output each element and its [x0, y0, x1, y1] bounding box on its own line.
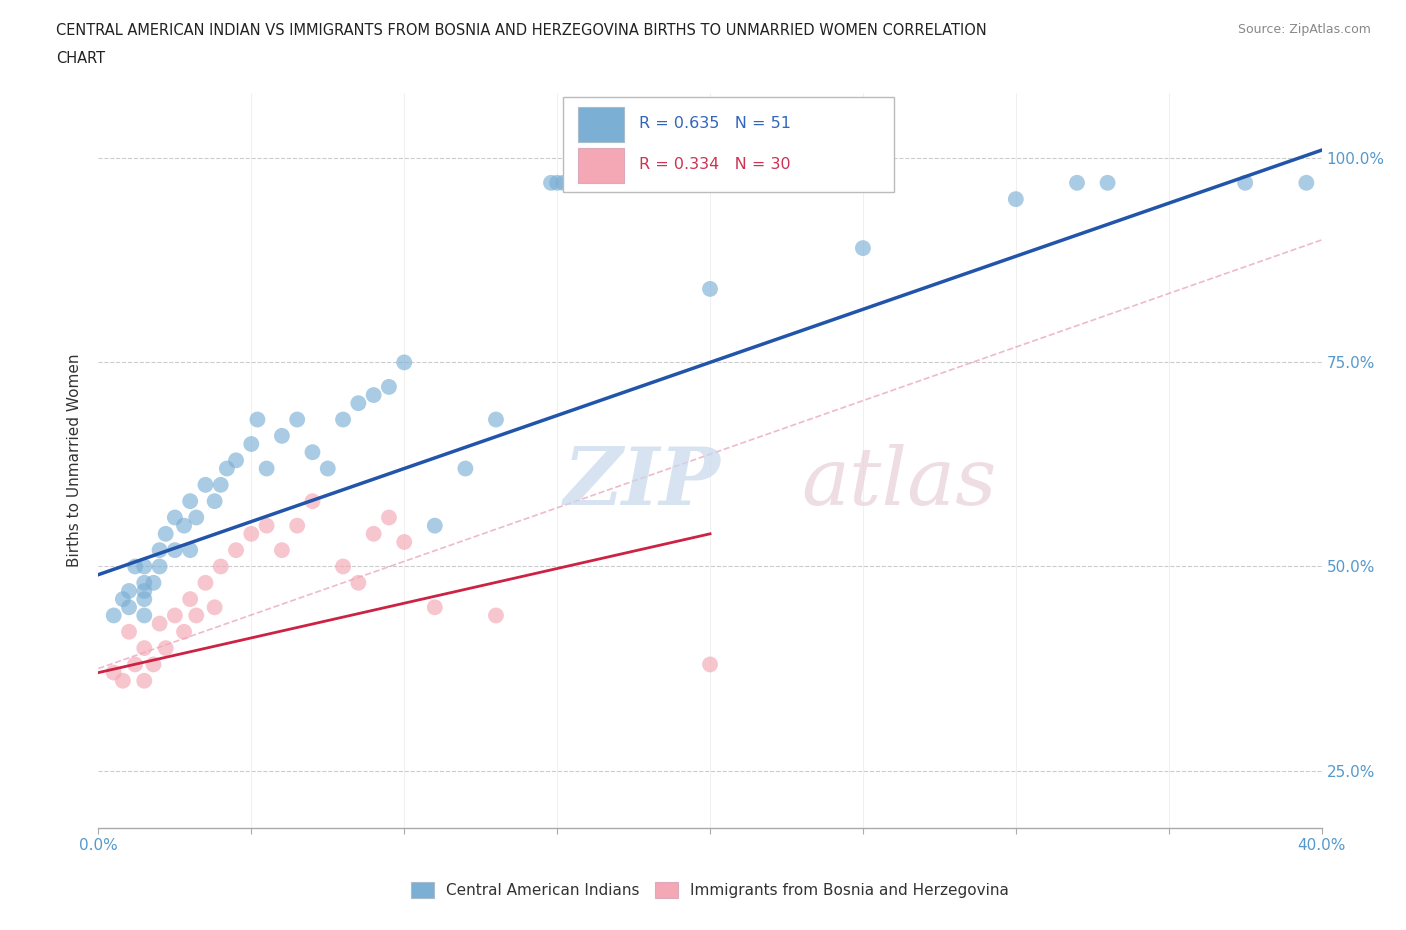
Point — [485, 608, 508, 623]
Point — [256, 461, 278, 476]
Point — [1066, 176, 1088, 191]
Bar — [578, 107, 624, 142]
Point — [240, 526, 263, 541]
Bar — [578, 148, 624, 183]
Point — [347, 396, 370, 411]
Point — [149, 559, 172, 574]
Point — [173, 624, 195, 639]
Point — [256, 518, 278, 533]
Text: R = 0.635   N = 51: R = 0.635 N = 51 — [640, 115, 792, 130]
Point — [423, 600, 446, 615]
Point — [225, 543, 247, 558]
Text: R = 0.334   N = 30: R = 0.334 N = 30 — [640, 157, 790, 172]
Point — [316, 461, 339, 476]
Point — [225, 453, 247, 468]
Point — [240, 436, 263, 451]
Point — [186, 608, 208, 623]
Point — [546, 176, 568, 191]
Point — [285, 518, 308, 533]
Text: Source: ZipAtlas.com: Source: ZipAtlas.com — [1237, 23, 1371, 36]
Point — [553, 176, 575, 191]
Point — [111, 591, 134, 606]
Point — [103, 608, 125, 623]
Point — [1234, 176, 1257, 191]
Point — [163, 608, 186, 623]
Point — [194, 576, 217, 591]
Point — [155, 641, 177, 656]
Point — [347, 576, 370, 591]
Point — [699, 657, 721, 671]
Point — [215, 461, 238, 476]
Point — [149, 543, 172, 558]
Point — [540, 176, 562, 191]
Point — [163, 510, 186, 525]
Point — [155, 526, 177, 541]
Point — [392, 535, 416, 550]
Text: ZIP: ZIP — [564, 444, 720, 521]
Point — [204, 494, 226, 509]
Point — [179, 543, 201, 558]
Point — [134, 591, 156, 606]
Point — [1295, 176, 1317, 191]
Point — [561, 176, 583, 191]
Point — [142, 657, 165, 671]
Point — [134, 583, 156, 598]
Point — [204, 600, 226, 615]
Y-axis label: Births to Unmarried Women: Births to Unmarried Women — [67, 353, 83, 567]
FancyBboxPatch shape — [564, 97, 894, 193]
Point — [270, 543, 292, 558]
Point — [1097, 176, 1119, 191]
Point — [332, 559, 354, 574]
Point — [124, 559, 146, 574]
Point — [363, 526, 385, 541]
Point — [179, 494, 201, 509]
Point — [246, 412, 269, 427]
Point — [285, 412, 308, 427]
Point — [378, 510, 401, 525]
Point — [134, 673, 156, 688]
Point — [301, 494, 323, 509]
Point — [332, 412, 354, 427]
Point — [270, 429, 292, 444]
Point — [301, 445, 323, 459]
Point — [142, 576, 165, 591]
Point — [149, 617, 172, 631]
Point — [186, 510, 208, 525]
Point — [173, 518, 195, 533]
Point — [134, 641, 156, 656]
Text: atlas: atlas — [801, 444, 997, 521]
Point — [118, 624, 141, 639]
Point — [118, 600, 141, 615]
Point — [378, 379, 401, 394]
Point — [423, 518, 446, 533]
Point — [454, 461, 477, 476]
Point — [111, 673, 134, 688]
Point — [852, 241, 875, 256]
Point — [179, 591, 201, 606]
Point — [485, 412, 508, 427]
Text: CENTRAL AMERICAN INDIAN VS IMMIGRANTS FROM BOSNIA AND HERZEGOVINA BIRTHS TO UNMA: CENTRAL AMERICAN INDIAN VS IMMIGRANTS FR… — [56, 23, 987, 38]
Point — [194, 477, 217, 492]
Point — [363, 388, 385, 403]
Point — [163, 543, 186, 558]
Point — [103, 665, 125, 680]
Point — [209, 559, 232, 574]
Point — [392, 355, 416, 370]
Legend: Central American Indians, Immigrants from Bosnia and Herzegovina: Central American Indians, Immigrants fro… — [405, 876, 1015, 905]
Point — [209, 477, 232, 492]
Text: CHART: CHART — [56, 51, 105, 66]
Point — [134, 608, 156, 623]
Point — [699, 282, 721, 297]
Point — [134, 559, 156, 574]
Point — [118, 583, 141, 598]
Point — [1004, 192, 1026, 206]
Point — [134, 576, 156, 591]
Point — [124, 657, 146, 671]
